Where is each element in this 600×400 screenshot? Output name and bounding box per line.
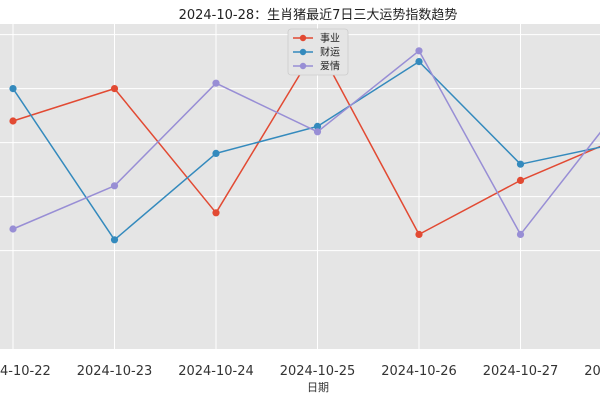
- x-tick-label: 2024-10-23: [77, 364, 153, 379]
- data-point: [415, 47, 423, 55]
- legend-label: 事业: [320, 32, 340, 45]
- data-point: [9, 85, 17, 93]
- data-point: [516, 160, 525, 168]
- plot-area: [0, 24, 600, 349]
- data-point: [212, 149, 220, 157]
- data-point: [313, 122, 322, 130]
- data-point: [110, 85, 119, 93]
- data-point: [9, 117, 17, 125]
- x-tick-label: 2024-10-27: [483, 364, 559, 379]
- data-point: [516, 176, 525, 184]
- legend-marker: [299, 34, 307, 42]
- data-point: [415, 58, 423, 66]
- chart-title: 2024-10-28：生肖猪最近7日三大运势指数趋势: [179, 7, 458, 23]
- data-point: [110, 182, 119, 190]
- x-tick-label: 2024-10-26: [381, 364, 457, 379]
- legend-label: 爱情: [320, 60, 340, 73]
- x-tick-label: 2024-10-28: [584, 364, 600, 379]
- data-point: [415, 230, 423, 238]
- legend-marker: [299, 48, 307, 56]
- x-axis-ticks: 2024-10-22 2024-10-23 2024-10-24 2024-10-25…: [0, 364, 600, 379]
- data-point: [313, 128, 322, 136]
- x-tick-label: 2024-10-22: [0, 364, 51, 379]
- data-point: [212, 79, 220, 87]
- legend-marker: [299, 62, 307, 70]
- data-point: [9, 225, 17, 233]
- x-tick-label: 2024-10-24: [178, 364, 254, 379]
- x-tick-label: 2024-10-25: [280, 364, 356, 379]
- x-axis-label: 日期: [307, 381, 329, 394]
- legend-label: 财运: [320, 46, 340, 59]
- data-point: [110, 236, 119, 244]
- data-point: [516, 230, 525, 238]
- data-point: [212, 209, 220, 217]
